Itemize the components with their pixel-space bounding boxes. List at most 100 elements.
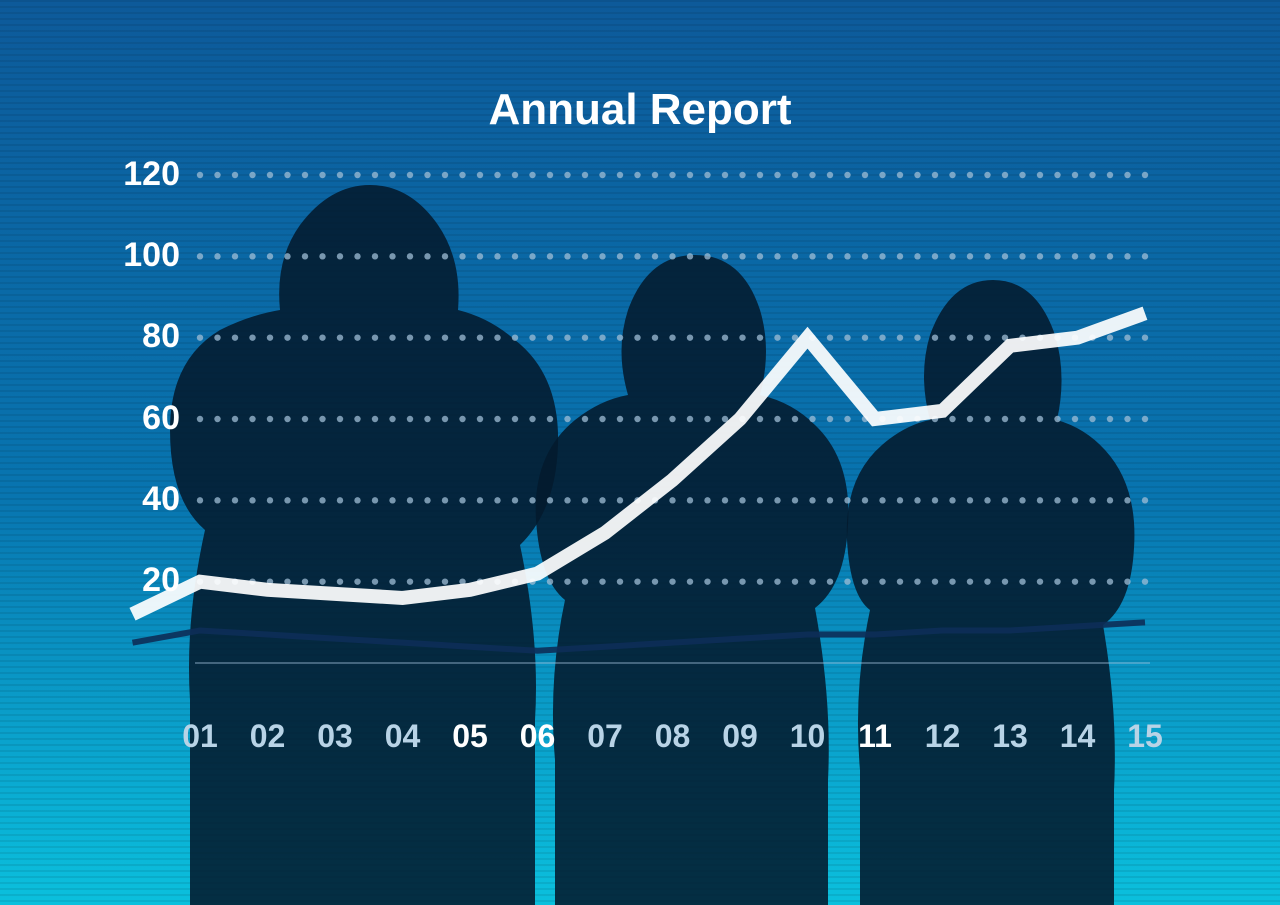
grid-dot (827, 416, 833, 422)
grid-dot (617, 578, 623, 584)
grid-dot (1054, 172, 1060, 178)
grid-dot (792, 497, 798, 503)
grid-dot (1002, 578, 1008, 584)
grid-dot (704, 334, 710, 340)
grid-dot (949, 416, 955, 422)
y-tick-label: 100 (0, 236, 180, 275)
grid-dot (407, 578, 413, 584)
grid-dot (827, 578, 833, 584)
grid-dot (1037, 172, 1043, 178)
grid-dot (1124, 416, 1130, 422)
y-tick-label: 60 (0, 399, 180, 438)
grid-dot (897, 334, 903, 340)
grid-dot (774, 253, 780, 259)
grid-dot (319, 334, 325, 340)
grid-dot (1054, 253, 1060, 259)
grid-dot (669, 253, 675, 259)
grid-dot (879, 578, 885, 584)
grid-dot (949, 578, 955, 584)
grid-dot (442, 497, 448, 503)
grid-dot (669, 578, 675, 584)
grid-dot (337, 172, 343, 178)
x-tick-label: 03 (303, 718, 367, 755)
grid-dot (547, 253, 553, 259)
grid-dot (862, 172, 868, 178)
grid-dot (1037, 497, 1043, 503)
grid-dot (897, 497, 903, 503)
grid-dot (197, 497, 203, 503)
grid-dot (984, 497, 990, 503)
grid-dot (284, 416, 290, 422)
grid-dot (914, 334, 920, 340)
grid-dot (897, 253, 903, 259)
grid-dot (774, 578, 780, 584)
grid-dot (407, 416, 413, 422)
grid-dot (599, 497, 605, 503)
grid-dot (827, 497, 833, 503)
grid-dot (617, 497, 623, 503)
grid-dot (442, 253, 448, 259)
grid-dot (354, 334, 360, 340)
grid-dot (809, 497, 815, 503)
y-tick-label: 20 (0, 561, 180, 600)
grid-dot (1124, 172, 1130, 178)
grid-dot (617, 172, 623, 178)
grid-dot (722, 497, 728, 503)
grid-dot (267, 253, 273, 259)
grid-dot (389, 334, 395, 340)
grid-dot (232, 416, 238, 422)
grid-dot (687, 334, 693, 340)
grid-dot (214, 334, 220, 340)
grid-dot (442, 172, 448, 178)
grid-dot (284, 497, 290, 503)
grid-dot (792, 253, 798, 259)
grid-dot (529, 172, 535, 178)
grid-dot (407, 172, 413, 178)
grid-dot (599, 416, 605, 422)
grid-dot (757, 334, 763, 340)
grid-dot (582, 416, 588, 422)
grid-dot (1019, 172, 1025, 178)
grid-dot (232, 253, 238, 259)
grid-dot (844, 578, 850, 584)
grid-dot (372, 416, 378, 422)
grid-dot (1107, 172, 1113, 178)
grid-dot (704, 497, 710, 503)
grid-dot (214, 172, 220, 178)
grid-dot (529, 416, 535, 422)
grid-dot (862, 334, 868, 340)
grid-dot (1002, 497, 1008, 503)
grid-dot (284, 334, 290, 340)
grid-dot (564, 497, 570, 503)
grid-dot (932, 334, 938, 340)
grid-dot (1072, 416, 1078, 422)
grid-dot (547, 578, 553, 584)
grid-dot (1054, 578, 1060, 584)
grid-dot (424, 578, 430, 584)
grid-dot (617, 334, 623, 340)
grid-dot (337, 253, 343, 259)
grid-dot (424, 497, 430, 503)
grid-dot (214, 253, 220, 259)
grid-dot (1019, 253, 1025, 259)
grid-dot (879, 497, 885, 503)
grid-dot (512, 497, 518, 503)
grid-dot (477, 172, 483, 178)
grid-dot (1072, 172, 1078, 178)
grid-dot (739, 172, 745, 178)
grid-dot (827, 172, 833, 178)
grid-dot (232, 172, 238, 178)
grid-dot (687, 497, 693, 503)
grid-dot (809, 172, 815, 178)
grid-dot (512, 253, 518, 259)
grid-dot (564, 334, 570, 340)
grid-dot (617, 253, 623, 259)
y-tick-label: 120 (0, 155, 180, 194)
grid-dot (302, 497, 308, 503)
grid-dot (757, 578, 763, 584)
grid-dot (249, 253, 255, 259)
x-tick-label: 01 (168, 718, 232, 755)
grid-dot (477, 334, 483, 340)
grid-dot (547, 334, 553, 340)
grid-dot (984, 578, 990, 584)
